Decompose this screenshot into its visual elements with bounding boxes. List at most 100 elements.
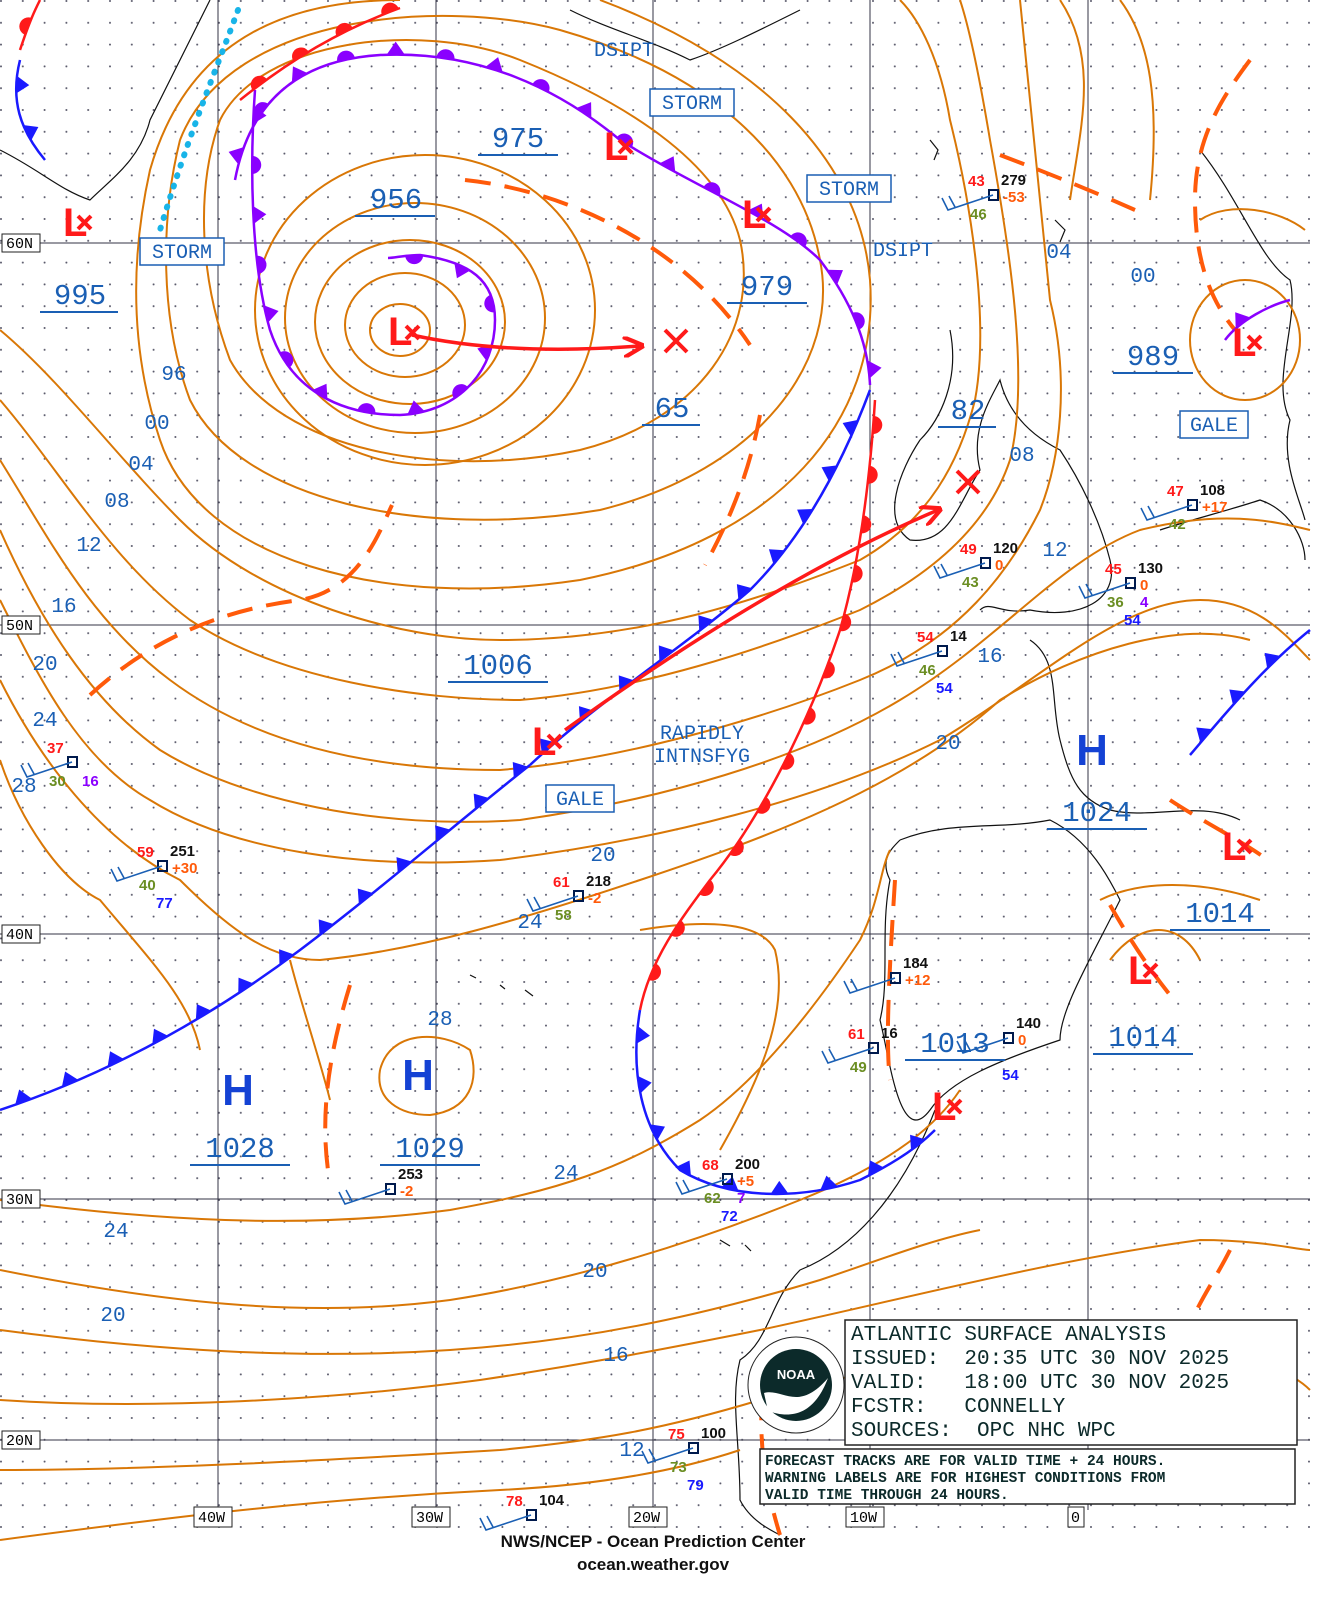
svg-text:04: 04 (1046, 242, 1071, 265)
svg-text:82: 82 (951, 395, 986, 428)
station-temperature: 59 (137, 844, 154, 861)
front-semicircle (484, 294, 496, 313)
svg-text:24: 24 (553, 1163, 578, 1186)
front-triangle (910, 1134, 926, 1151)
front-triangle (1264, 652, 1281, 669)
station-dewpoint: 42 (1169, 516, 1186, 533)
occluded-front (233, 53, 872, 386)
front-triangle (1229, 689, 1246, 705)
front-triangle (435, 825, 451, 842)
wind-barb-icon (675, 1178, 728, 1195)
station-sea-temp: 54 (1124, 612, 1141, 629)
station-pressure: 253 (398, 1166, 423, 1183)
wind-barb-icon (526, 895, 579, 912)
station-temperature: 45 (1105, 561, 1122, 578)
svg-text:RAPIDLY: RAPIDLY (660, 723, 744, 746)
station-weather-code: 16 (82, 773, 99, 790)
forecast-cross-icon (663, 328, 689, 354)
station-temperature: 43 (968, 173, 985, 190)
ice-edge-line (157, 7, 241, 233)
front-triangle (820, 1175, 838, 1191)
svg-text:20: 20 (100, 1305, 125, 1328)
low-cross-icon (76, 214, 93, 231)
svg-text:20: 20 (582, 1261, 607, 1284)
isobar-labels: 96 00 04 08 12 16 20 24 28 04 00 08 12 1… (11, 242, 1155, 1463)
front-semicircle (867, 465, 878, 484)
front-semicircle (250, 75, 267, 91)
svg-text:1029: 1029 (395, 1133, 465, 1166)
front-triangle (477, 344, 493, 362)
front-triangle (386, 41, 405, 55)
station-weather-code: 7 (737, 1190, 745, 1207)
front-semicircle (279, 351, 294, 368)
ship-station-icon (67, 756, 78, 768)
station-temperature: 37 (47, 740, 64, 757)
cold-front (14, 59, 46, 161)
info-box: ATLANTIC SURFACE ANALYSIS ISSUED: 20:35 … (759, 1319, 1298, 1505)
noaa-logo: NOAA (747, 1336, 845, 1434)
svg-text:1024: 1024 (1062, 797, 1132, 830)
svg-text:20: 20 (32, 654, 57, 677)
station-dewpoint: 36 (1107, 594, 1124, 611)
wind-barb-icon (890, 650, 943, 667)
front-triangle (279, 949, 295, 966)
lat-label-40n: 40N (1, 924, 41, 944)
front-semicircle (670, 920, 685, 937)
front-triangle (228, 147, 244, 165)
high-1024: H 1024 (1047, 726, 1147, 830)
track-arrow (411, 333, 640, 349)
front-triangle (238, 977, 254, 994)
high-1029: H 1029 (380, 1051, 480, 1166)
svg-text:H: H (1076, 726, 1108, 775)
forecast-tracks (411, 333, 938, 732)
low-cross-icon (755, 206, 772, 223)
front-triangle (195, 1004, 212, 1020)
footer-url[interactable]: ocean.weather.gov (577, 1555, 730, 1574)
low-cross-icon (404, 324, 421, 341)
ship-station-icon (688, 1442, 699, 1454)
station-tendency: 0 (1140, 577, 1148, 594)
front-triangle (252, 205, 267, 224)
station-pressure: 184 (903, 955, 929, 972)
low-cross-icon (946, 1098, 963, 1115)
warning-dsipt: DSIPT (594, 40, 654, 63)
station-dewpoint: 46 (919, 662, 936, 679)
station-sea-temp: 54 (936, 680, 953, 697)
front-triangle (61, 1071, 79, 1088)
svg-text:GALE: GALE (556, 789, 604, 812)
fronts (0, 0, 1311, 1196)
front-triangle (618, 675, 634, 692)
svg-text:24: 24 (103, 1221, 128, 1244)
wind-barb-icon (933, 562, 986, 579)
info-valid: VALID: 18:00 UTC 30 NOV 2025 (851, 1372, 1229, 1395)
svg-text:20: 20 (590, 845, 615, 868)
svg-text:H: H (222, 1066, 254, 1115)
front-triangle (827, 269, 844, 285)
station-temperature: 47 (1167, 483, 1184, 500)
station-tendency: 0 (1018, 1032, 1026, 1049)
forecast-low-965: 65 (642, 328, 700, 426)
svg-text:INTNSFYG: INTNSFYG (654, 746, 750, 769)
wind-barb-icon (641, 1447, 694, 1464)
station-tendency: -2 (400, 1183, 413, 1200)
lat-label-60n: 60N (1, 233, 41, 253)
front-triangle (312, 383, 328, 400)
lat-label-20n: 20N (1, 1430, 41, 1450)
front-triangle (736, 584, 753, 600)
station-pressure: 251 (170, 843, 195, 860)
ship-station-icon (868, 1042, 879, 1054)
front-triangle (868, 1160, 884, 1177)
station-pressure: 218 (586, 873, 611, 890)
front-semicircle (860, 515, 872, 534)
svg-text:956: 956 (370, 184, 422, 217)
svg-text:20W: 20W (633, 1510, 660, 1527)
lat-label-30n: 30N (1, 1189, 41, 1209)
front-semicircle (822, 661, 835, 679)
ship-station-icon (1125, 577, 1136, 589)
